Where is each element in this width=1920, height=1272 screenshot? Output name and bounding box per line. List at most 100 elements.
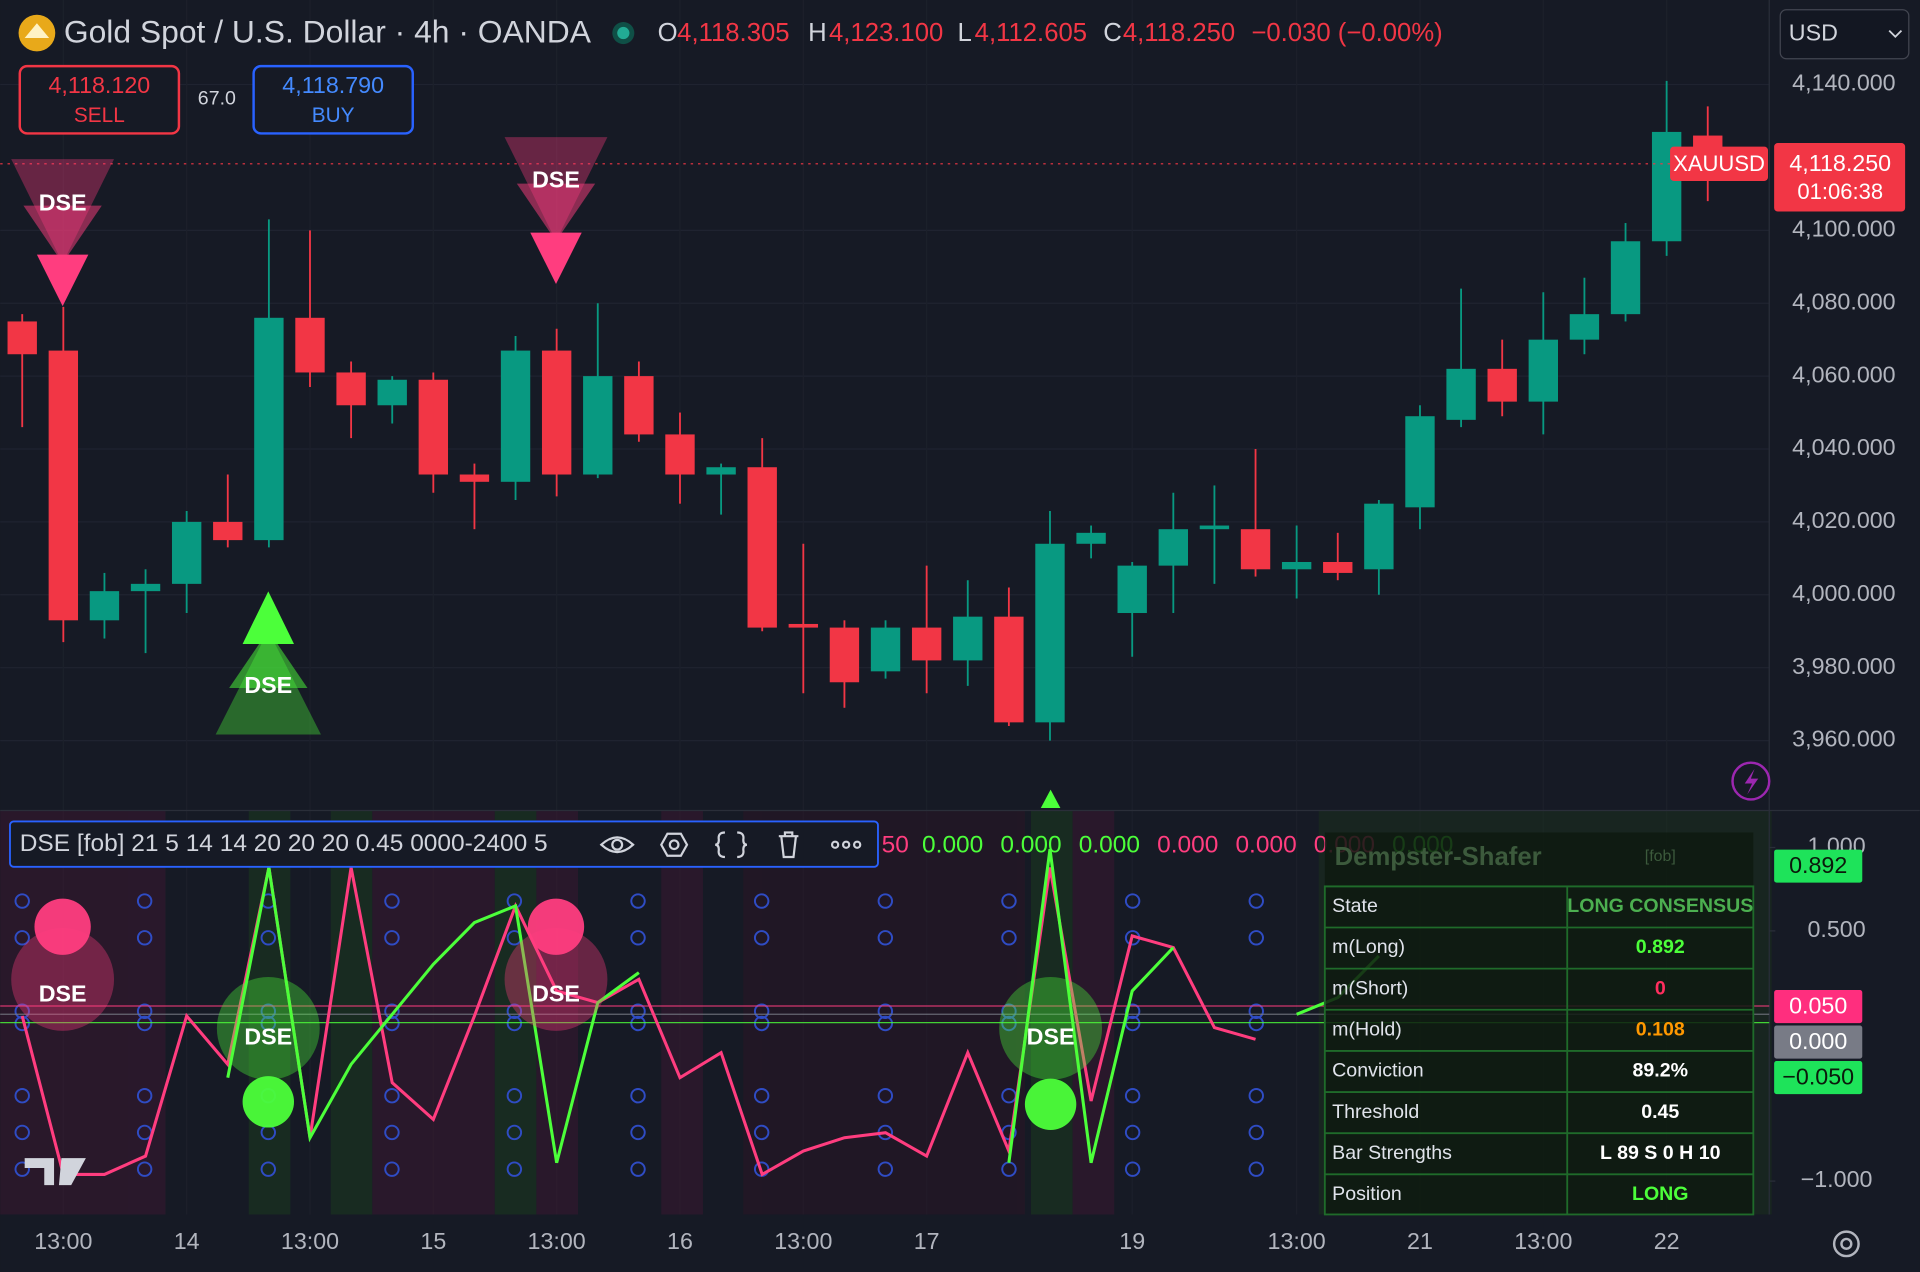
chevron[interactable] xyxy=(1888,29,1903,39)
signal-label: DSE xyxy=(39,190,87,216)
candle-body xyxy=(130,583,161,592)
symbol-icon-glyph xyxy=(24,23,50,38)
y-tick-label: 3,980.000 xyxy=(1792,653,1896,679)
state-dot xyxy=(1248,1003,1264,1019)
delete-icon[interactable] xyxy=(778,831,799,859)
legend-value: 0.000 xyxy=(1157,831,1218,858)
state-dot xyxy=(753,1124,770,1141)
signal-label: DSE xyxy=(244,1023,292,1049)
settings-button[interactable] xyxy=(1832,1230,1860,1258)
signal-shape xyxy=(516,183,596,242)
indicator-legend[interactable] xyxy=(9,820,879,868)
y-tick-label: 4,000.000 xyxy=(1792,580,1896,606)
signal-label: DSE xyxy=(244,672,292,698)
row-value: LONG CONSENSUS xyxy=(1567,895,1753,917)
more-icon[interactable] xyxy=(853,840,862,849)
x-tick-label: 22 xyxy=(1654,1228,1680,1254)
y-tick-label: 4,060.000 xyxy=(1792,361,1896,387)
shade xyxy=(536,810,579,1215)
state-dot xyxy=(384,930,400,946)
dempster-shafer-table: Dempster-Shafer [fob] State LONG CONSENSUS m… xyxy=(1323,832,1755,1216)
buy-price[interactable]: 4,118.790 xyxy=(282,72,384,98)
candle-body xyxy=(1240,529,1271,570)
legend-value: 50 xyxy=(882,831,909,858)
currency[interactable]: USD xyxy=(1789,19,1838,45)
state-dot xyxy=(1248,893,1264,909)
change: −0.030 (−0.00%) xyxy=(1251,19,1442,47)
sell-label[interactable]: SELL xyxy=(74,104,125,127)
signal-shape xyxy=(229,630,308,689)
candle-body xyxy=(747,467,777,628)
y-tick-label: 4,040.000 xyxy=(1792,434,1896,460)
indicator-title[interactable]: DSE [fob] 21 5 14 14 20 20 20 0.45 0000-… xyxy=(20,830,548,857)
candle-body xyxy=(1035,543,1065,723)
row-value: LONG xyxy=(1632,1183,1689,1205)
buy-label[interactable]: BUY xyxy=(312,104,355,127)
candle-body xyxy=(213,521,243,541)
candle-body xyxy=(89,591,120,621)
currency-select[interactable] xyxy=(1779,9,1910,60)
more-icon[interactable] xyxy=(841,840,851,849)
sell-button[interactable] xyxy=(18,64,181,135)
signal-dot xyxy=(242,1076,295,1128)
state-dot xyxy=(260,930,277,946)
axis-tag-bg xyxy=(1774,1025,1863,1059)
row-value: 89.2% xyxy=(1633,1060,1689,1082)
state-dot xyxy=(506,1087,523,1104)
candle-body xyxy=(1158,529,1189,566)
signal-arrow xyxy=(1040,789,1061,809)
state-dot xyxy=(1001,1003,1017,1019)
x-tick-label: 13:00 xyxy=(1268,1228,1326,1254)
ohlc-label: H xyxy=(808,19,827,47)
settings-icon[interactable] xyxy=(660,832,689,857)
table-bg xyxy=(1324,832,1754,1215)
state-dot xyxy=(384,1161,400,1177)
state-dot xyxy=(14,1161,30,1177)
candle-body xyxy=(829,627,860,683)
logo xyxy=(24,1158,86,1186)
ohlc-label: C xyxy=(1103,19,1122,47)
sell-price[interactable]: 4,118.120 xyxy=(48,72,150,98)
y-tick-label: −1.000 xyxy=(1801,1166,1873,1192)
ohlc-value: 4,112.605 xyxy=(975,19,1087,47)
signal-halo xyxy=(216,976,320,1080)
signal-marker: DSE xyxy=(215,591,321,735)
legend-icons[interactable] xyxy=(599,831,862,859)
indicator: 1.0000.500−1.000DSEDSEDSEDSE0.8920.0500.… xyxy=(0,833,1873,1192)
table-border xyxy=(1323,885,1755,1216)
signal-dot xyxy=(527,898,585,955)
state-dot xyxy=(1248,1124,1264,1141)
state-dot xyxy=(136,1015,153,1032)
spread: 67.0 xyxy=(198,87,236,109)
signal-marker: DSE xyxy=(11,159,115,307)
candle-body xyxy=(1610,241,1641,315)
more-icon[interactable] xyxy=(830,840,840,849)
row-label: Threshold xyxy=(1332,1101,1419,1123)
candle-body xyxy=(500,350,531,482)
ohlc-value: 4,118.305 xyxy=(677,19,789,47)
alert-icon[interactable] xyxy=(1731,761,1771,801)
signal-bubble: DSE xyxy=(11,898,115,1031)
marks: 4,140.000 4,100.000 4,080.000 4,060.000 4,04… xyxy=(0,70,1906,1254)
settings-button[interactable] xyxy=(1840,1237,1853,1250)
x-tick-label: 21 xyxy=(1407,1228,1433,1254)
table-tag: [fob] xyxy=(1645,848,1676,865)
source-icon[interactable] xyxy=(715,831,748,859)
legend-value: 0.000 xyxy=(922,831,983,858)
candle-body xyxy=(48,350,79,621)
row-value: 0.108 xyxy=(1636,1019,1685,1041)
state-dot xyxy=(506,1161,523,1177)
state-dot xyxy=(753,1003,770,1019)
buy-button[interactable] xyxy=(252,64,414,135)
row-label: Conviction xyxy=(1332,1060,1423,1082)
state-dot xyxy=(384,893,400,909)
settings-icon[interactable] xyxy=(668,839,680,851)
alert-icon[interactable] xyxy=(1744,768,1759,795)
x-tick-label: 13:00 xyxy=(34,1228,92,1254)
eye-icon[interactable] xyxy=(611,838,624,851)
x-tick-label: 17 xyxy=(914,1228,940,1254)
eye-icon[interactable] xyxy=(599,836,635,854)
candle-body xyxy=(1405,416,1435,508)
x-tick-label: 13:00 xyxy=(528,1228,586,1254)
